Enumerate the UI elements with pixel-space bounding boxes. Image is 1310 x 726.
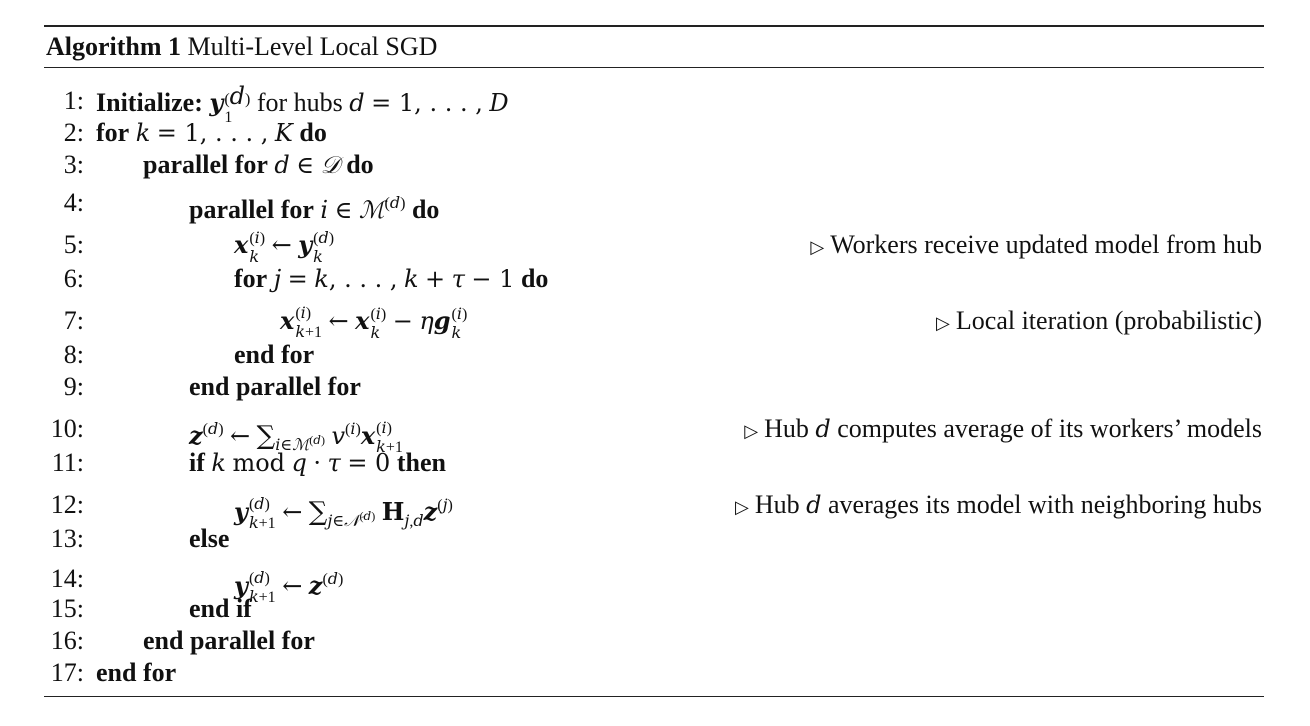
line-number: 9:	[63, 372, 84, 401]
line-body: y (d) k+1 ← ∑j∈𝒩(d) Hj,dz(j)	[234, 494, 453, 533]
algo-line-7: 7: x (i) k+1 ← x (i) k − ηg (i) k ▷ Local itera…	[0, 303, 1310, 342]
line-body: y (d) k+1 ← z(d)	[234, 568, 344, 607]
algorithm-title: Multi-Level Local SGD	[187, 32, 438, 61]
algo-line-2: 2: for k = 1, . . . , K do	[0, 116, 1310, 150]
comment-triangle-icon: ▷	[735, 497, 749, 517]
line-body: z(d) ← ∑i∈ℳ(d) v(i)x (i) k+1	[189, 418, 403, 457]
algo-line-14: 14: y (d) k+1 ← z(d)	[0, 562, 1310, 606]
comment-triangle-icon: ▷	[810, 237, 825, 257]
algo-line-12: 12: y (d) k+1 ← ∑j∈𝒩(d) Hj,dz(j) ▷ Hub d av…	[0, 488, 1310, 532]
comment-triangle-icon: ▷	[936, 313, 950, 333]
line-number: 14:	[50, 564, 84, 593]
algo-line-3: 3: parallel for d ∈ 𝒟 do	[0, 148, 1310, 182]
algo-line-8: 8: end for	[0, 338, 1310, 372]
line-body: end parallel for	[143, 626, 315, 655]
algo-line-4: 4: parallel for i ∈ ℳ(d) do	[0, 186, 1310, 224]
algo-line-5: 5: x (i) k ← y (d) k ▷ Workers receive update…	[0, 227, 1310, 266]
line-number: 6:	[63, 264, 84, 293]
algo-line-15: 15: end if	[0, 592, 1310, 626]
line-number: 15:	[50, 594, 84, 623]
line-body: if k mod q · τ = 0 then	[189, 448, 446, 477]
algo-line-9: 9: end parallel for	[0, 370, 1310, 404]
line-body: x (i) k+1 ← x (i) k − ηg (i) k	[280, 303, 468, 342]
line-number: 8:	[63, 340, 84, 369]
line-body: end if	[189, 594, 252, 623]
line-number: 12:	[50, 490, 84, 519]
line-body: Initialize: y (d) 1 for hubs d = 1, . . . …	[96, 82, 509, 126]
line-number: 11:	[51, 448, 84, 477]
line-body: for k = 1, . . . , K do	[96, 118, 327, 147]
algo-line-16: 16: end parallel for	[0, 624, 1310, 658]
algo-line-11: 11: if k mod q · τ = 0 then	[0, 446, 1310, 480]
bottom-rule	[44, 696, 1264, 697]
algo-line-6: 6: for j = k, . . . , k + τ − 1 do	[0, 262, 1310, 296]
line-body: end parallel for	[189, 372, 361, 401]
line-body: end for	[234, 340, 315, 369]
line-body: for j = k, . . . , k + τ − 1 do	[234, 264, 549, 293]
algo-line-13: 13: else	[0, 522, 1310, 556]
comment-triangle-icon: ▷	[744, 421, 759, 441]
caption-rule	[44, 67, 1264, 68]
line-number: 1:	[63, 86, 84, 115]
line-comment: ▷ Local iteration (probabilistic)	[936, 306, 1262, 335]
algo-line-17: 17: end for	[0, 656, 1310, 690]
line-body: x (i) k ← y (d) k	[234, 227, 335, 266]
line-body: end for	[96, 658, 177, 687]
top-rule	[44, 25, 1264, 27]
line-number: 10:	[50, 414, 84, 443]
line-body: parallel for d ∈ 𝒟 do	[143, 150, 374, 179]
line-number: 7:	[63, 306, 84, 335]
line-number: 16:	[50, 626, 84, 655]
line-number: 2:	[63, 118, 84, 147]
line-comment: ▷ Hub d computes average of its workers’ …	[744, 414, 1262, 443]
line-body: parallel for i ∈ ℳ(d) do	[189, 193, 440, 224]
line-comment: ▷ Workers receive updated model from hub	[810, 230, 1262, 259]
line-body: else	[189, 524, 230, 553]
line-number: 17:	[50, 658, 84, 687]
line-number: 4:	[63, 188, 84, 217]
line-comment: ▷ Hub d averages its model with neighbori…	[735, 490, 1262, 519]
algo-line-1: 1: Initialize: y (d) 1 for hubs d = 1, . .…	[0, 84, 1310, 126]
algorithm-caption: Algorithm 1 Multi-Level Local SGD	[46, 29, 437, 65]
algo-line-10: 10: z(d) ← ∑i∈ℳ(d) v(i)x (i) k+1 ▷ Hub d co…	[0, 412, 1310, 456]
algorithm-label: Algorithm 1	[46, 32, 182, 61]
line-number: 13:	[50, 524, 84, 553]
line-number: 3:	[63, 150, 84, 179]
line-number: 5:	[63, 230, 84, 259]
